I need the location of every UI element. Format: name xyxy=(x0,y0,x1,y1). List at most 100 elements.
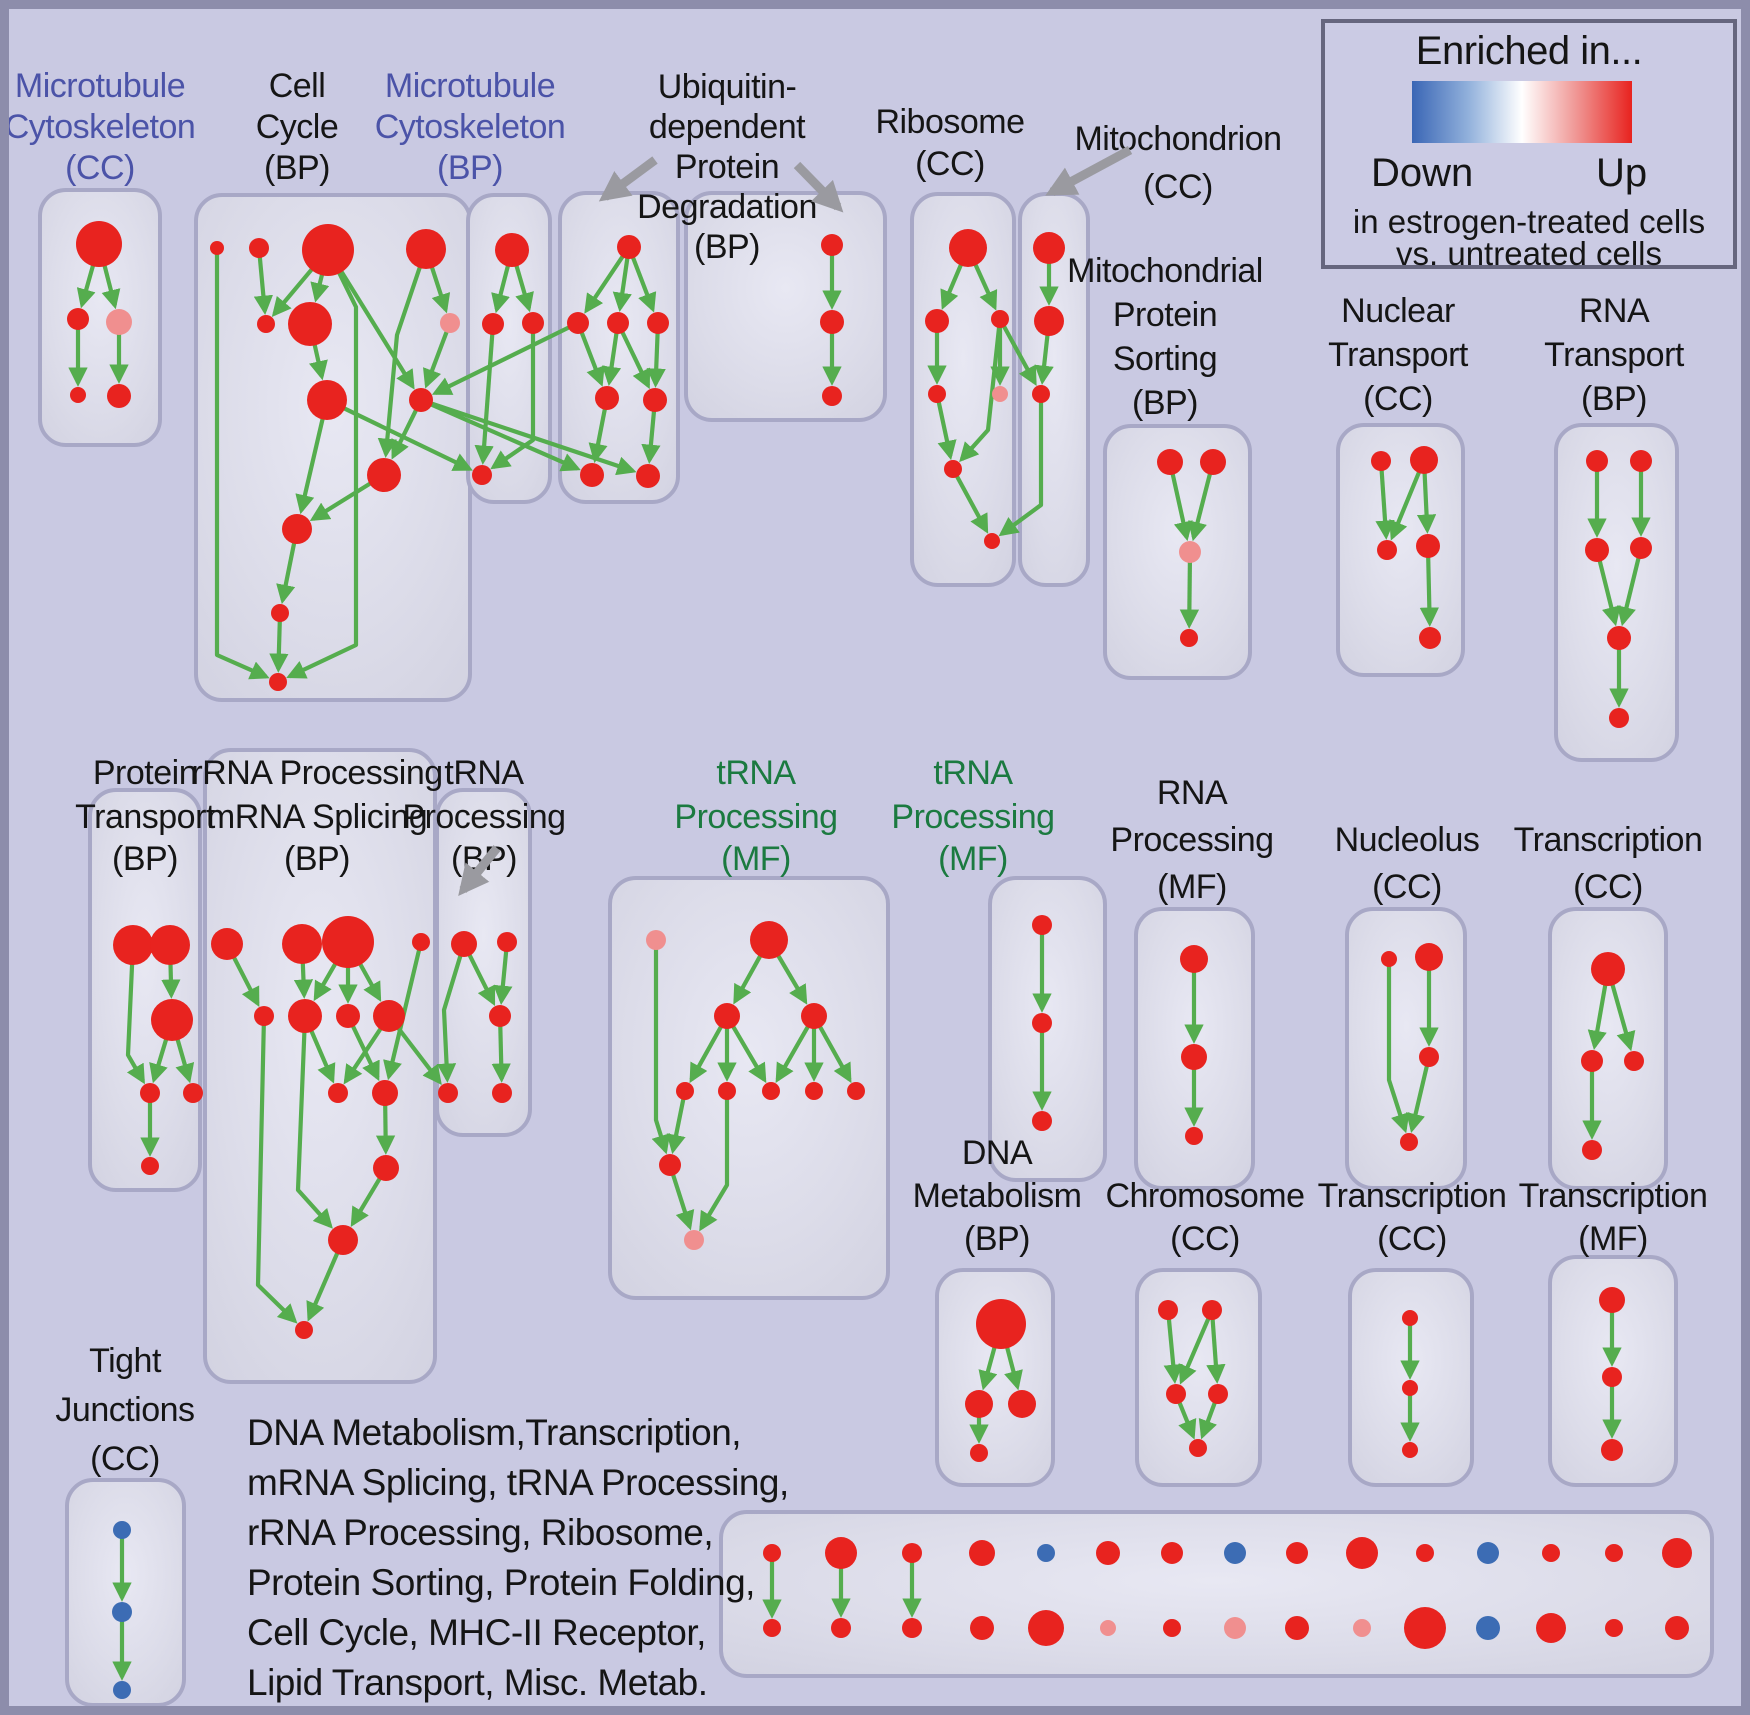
cluster-box-nt xyxy=(1336,423,1465,677)
go-term-node xyxy=(1353,1619,1371,1637)
go-term-node xyxy=(254,1006,274,1026)
hierarchy-edge xyxy=(998,402,1044,537)
legend-subtitle-line1: in estrogen-treated cells xyxy=(1352,203,1706,240)
go-term-node xyxy=(1100,1620,1116,1636)
cluster-label-rt: (BP) xyxy=(1581,380,1647,418)
go-term-node xyxy=(282,514,312,544)
cluster-label-tb: tRNA xyxy=(444,754,524,792)
hierarchy-edge xyxy=(1198,1401,1217,1440)
hierarchy-edge xyxy=(276,542,297,605)
cluster-label-pt: Protein xyxy=(93,754,197,792)
hierarchy-edge xyxy=(350,1177,382,1228)
hierarchy-edge xyxy=(651,949,671,1155)
label-callout-arrow xyxy=(458,845,501,896)
hierarchy-edge xyxy=(125,963,145,1085)
hierarchy-edge xyxy=(620,331,651,390)
go-term-node xyxy=(373,1000,405,1032)
hierarchy-edge xyxy=(959,326,1002,463)
hierarchy-edge xyxy=(699,1099,730,1232)
go-term-node xyxy=(282,924,322,964)
cluster-label-rp: Processing xyxy=(1110,821,1273,859)
cluster-label-mtcc: Microtubule xyxy=(15,67,185,105)
hierarchy-edge xyxy=(491,1025,511,1083)
go-term-node xyxy=(482,313,504,335)
cluster-label-cc: Cell xyxy=(269,67,326,105)
cluster-label-ms: (BP) xyxy=(1132,384,1198,422)
go-term-node xyxy=(1476,1616,1500,1640)
go-term-node xyxy=(567,312,589,334)
cluster-label-mit: Mitochondrion xyxy=(1074,120,1281,158)
cluster-label-rr: rRNA Processing xyxy=(191,754,442,792)
go-term-node xyxy=(113,1681,131,1699)
go-term-node xyxy=(970,1444,988,1462)
go-term-node xyxy=(1032,915,1052,935)
go-term-node xyxy=(928,385,946,403)
hierarchy-edge xyxy=(295,1031,333,1229)
hierarchy-edge xyxy=(429,266,451,314)
hierarchy-edge xyxy=(731,1025,767,1084)
go-term-node xyxy=(801,1003,827,1029)
go-term-node xyxy=(805,1082,823,1100)
hierarchy-edge xyxy=(253,256,273,315)
go-term-node xyxy=(1542,1544,1560,1562)
go-term-node xyxy=(750,921,788,959)
hierarchy-edge xyxy=(1034,334,1054,385)
cluster-label-dm: Metabolism xyxy=(913,1177,1082,1215)
hierarchy-edge xyxy=(588,408,608,464)
cluster-label-ub: Protein xyxy=(675,148,779,186)
go-term-node xyxy=(1536,1613,1566,1643)
hierarchy-edge xyxy=(776,954,808,1005)
go-term-node xyxy=(1037,1544,1055,1562)
cluster-label-ch: Chromosome xyxy=(1105,1177,1304,1215)
cluster-box-strip xyxy=(719,1510,1714,1678)
cluster-label-tc2: (CC) xyxy=(1377,1220,1447,1258)
go-term-node xyxy=(1602,1367,1622,1387)
go-term-node xyxy=(451,931,477,957)
go-term-node xyxy=(976,1299,1026,1349)
hierarchy-edge xyxy=(423,330,449,389)
go-term-node xyxy=(522,312,544,334)
uncircled-clusters-note: DNA Metabolism,Transcription, mRNA Splic… xyxy=(247,1408,789,1708)
hierarchy-edge xyxy=(936,401,957,461)
go-term-node xyxy=(1180,629,1198,647)
hierarchy-edge xyxy=(1188,473,1213,542)
go-term-node xyxy=(1582,1140,1602,1160)
hierarchy-edge xyxy=(343,406,473,471)
hierarchy-edge xyxy=(670,1173,695,1231)
cluster-box-ub xyxy=(558,191,680,504)
cluster-boxes xyxy=(38,188,1714,1707)
hierarchy-edge xyxy=(514,264,534,313)
cluster-label-mit: (CC) xyxy=(1143,168,1213,206)
hierarchy-edge xyxy=(1163,1318,1183,1384)
go-term-node xyxy=(718,1082,736,1100)
go-term-node xyxy=(1181,1044,1207,1070)
go-term-node xyxy=(965,1390,993,1418)
go-term-node xyxy=(1410,446,1438,474)
cluster-label-tm: tRNA xyxy=(716,754,796,792)
go-term-node xyxy=(328,1225,358,1255)
go-term-node xyxy=(210,241,224,255)
cluster-label-tj: (CC) xyxy=(90,1440,160,1478)
hierarchy-edge xyxy=(978,1346,998,1391)
hierarchy-edge xyxy=(612,257,632,313)
go-term-node xyxy=(67,308,89,330)
hierarchy-edge xyxy=(493,950,513,1005)
hierarchy-edge xyxy=(161,963,181,999)
legend-down-label: Down xyxy=(1371,151,1474,195)
go-term-node xyxy=(617,235,641,259)
cluster-label-tb: Processing xyxy=(402,798,565,836)
go-term-node xyxy=(107,384,131,408)
go-term-node xyxy=(1286,1542,1308,1564)
hierarchy-edge xyxy=(343,1027,383,1085)
go-term-node xyxy=(1415,943,1443,971)
cluster-label-ms: Protein xyxy=(1113,296,1217,334)
cluster-label-nt: (CC) xyxy=(1363,380,1433,418)
go-term-node xyxy=(1202,1300,1222,1320)
go-term-node xyxy=(336,1004,360,1028)
cluster-label-tj: Tight xyxy=(89,1342,162,1380)
go-term-node xyxy=(269,673,287,691)
go-term-node xyxy=(1585,538,1609,562)
hierarchy-edge xyxy=(286,271,359,679)
hierarchy-edge xyxy=(308,344,328,381)
